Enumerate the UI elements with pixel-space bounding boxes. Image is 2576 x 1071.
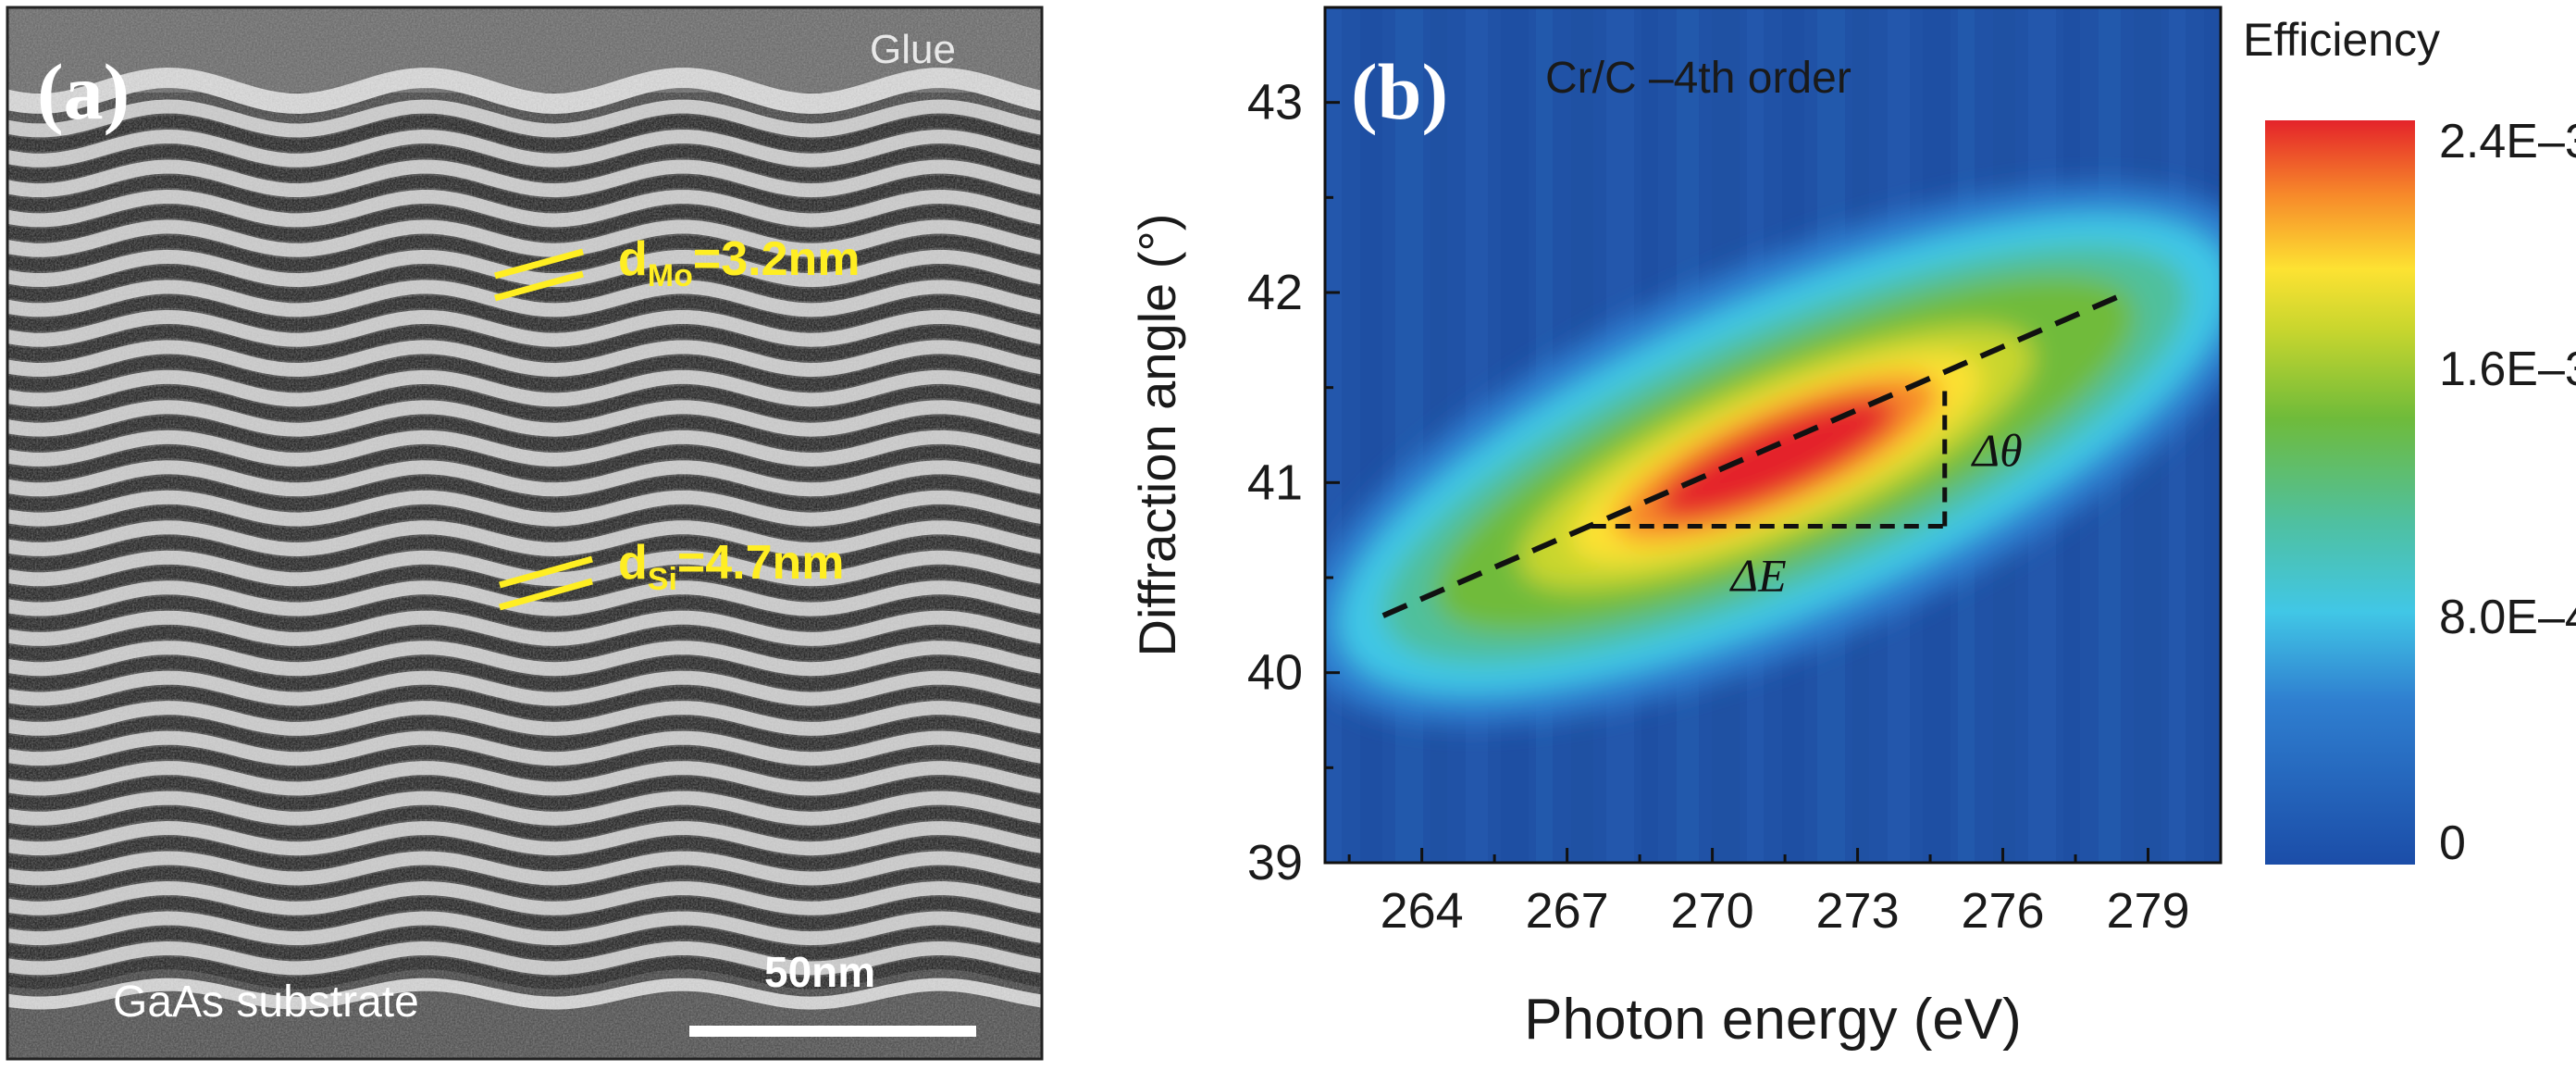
panel-a-label: (a) xyxy=(37,47,130,136)
annotation-d-si-suffix: =4.7nm xyxy=(677,536,845,590)
y-tick-label: 41 xyxy=(1247,455,1303,510)
delta-e-label: ΔE xyxy=(1729,550,1787,602)
x-tick-label: 270 xyxy=(1671,883,1754,939)
substrate-label: GaAs substrate xyxy=(113,978,419,1027)
colorbar xyxy=(2265,120,2415,865)
y-tick-label: 40 xyxy=(1247,645,1303,701)
background-streak xyxy=(1360,7,1382,863)
scalebar-label: 50nm xyxy=(764,948,875,996)
annotation-d-mo-sub: Mo xyxy=(648,258,693,293)
x-tick-label: 264 xyxy=(1381,883,1464,939)
ridge-dashed-line xyxy=(1381,293,2121,618)
panel-b-label: (b) xyxy=(1351,47,1448,136)
colorbar-tick-label: 0 xyxy=(2439,816,2466,870)
y-tick-label: 43 xyxy=(1247,75,1303,131)
x-tick-label: 273 xyxy=(1816,883,1900,939)
efficiency-contour xyxy=(1656,396,1897,519)
colorbar-tick-label: 2.4E–3 xyxy=(2439,115,2576,168)
x-tick-label: 279 xyxy=(2106,883,2189,939)
colorbar-tick-label: 8.0E–4 xyxy=(2439,591,2576,644)
glue-label: Glue xyxy=(870,27,956,72)
tem-image: (a) Glue GaAs substrate 50nm dMo=3.2nm d… xyxy=(6,6,1044,1061)
y-tick-label: 42 xyxy=(1247,265,1303,320)
delta-theta-label: Δθ xyxy=(1971,425,2023,477)
annotation-d-mo-prefix: d xyxy=(618,232,648,286)
annotation-lines xyxy=(1381,293,2121,618)
background-streak xyxy=(2169,7,2186,863)
colorbar-tick-label: 1.6E–3 xyxy=(2439,342,2576,396)
annotation-d-si-sub: Si xyxy=(648,562,677,597)
scalebar xyxy=(689,1026,976,1037)
panel-a-tem-image: (a) Glue GaAs substrate 50nm dMo=3.2nm d… xyxy=(0,0,1055,1066)
annotation-d-si-prefix: d xyxy=(618,536,648,590)
svg-text:dMo=3.2nm: dMo=3.2nm xyxy=(618,232,861,293)
panel-b-chart: 264 267 270 273 276 279 39 40 41 42 43 (b) Cr/C –4… xyxy=(1055,0,2576,1066)
efficiency-heatmap-chart: 264 267 270 273 276 279 39 40 41 42 43 (b) Cr/C –4… xyxy=(1128,6,2576,1052)
annotation-d-mo: dMo=3.2nm xyxy=(494,232,861,302)
axis-ticks: 264 267 270 273 276 279 39 40 41 42 43 xyxy=(1247,75,2190,939)
background-streak xyxy=(1325,7,1342,863)
svg-text:dSi=4.7nm: dSi=4.7nm xyxy=(618,536,845,597)
annotation-d-si: dSi=4.7nm xyxy=(499,536,845,611)
x-tick-label: 276 xyxy=(1961,883,2044,939)
background-streak xyxy=(2204,7,2221,863)
x-tick-label: 267 xyxy=(1526,883,1609,939)
heatmap-area xyxy=(1325,7,2221,863)
colorbar-title: Efficiency xyxy=(2243,14,2440,66)
annotation-d-mo-suffix: =3.2nm xyxy=(693,232,861,286)
y-tick-label: 39 xyxy=(1247,835,1303,890)
chart-title: Cr/C –4th order xyxy=(1545,54,1852,103)
colorbar-ticks: 2.4E–3 1.6E–3 8.0E–4 0 xyxy=(2439,115,2576,870)
x-axis-label: Photon energy (eV) xyxy=(1524,988,2022,1052)
plot-frame xyxy=(1323,6,2223,865)
y-axis-label: Diffraction angle (°) xyxy=(1128,214,1186,657)
